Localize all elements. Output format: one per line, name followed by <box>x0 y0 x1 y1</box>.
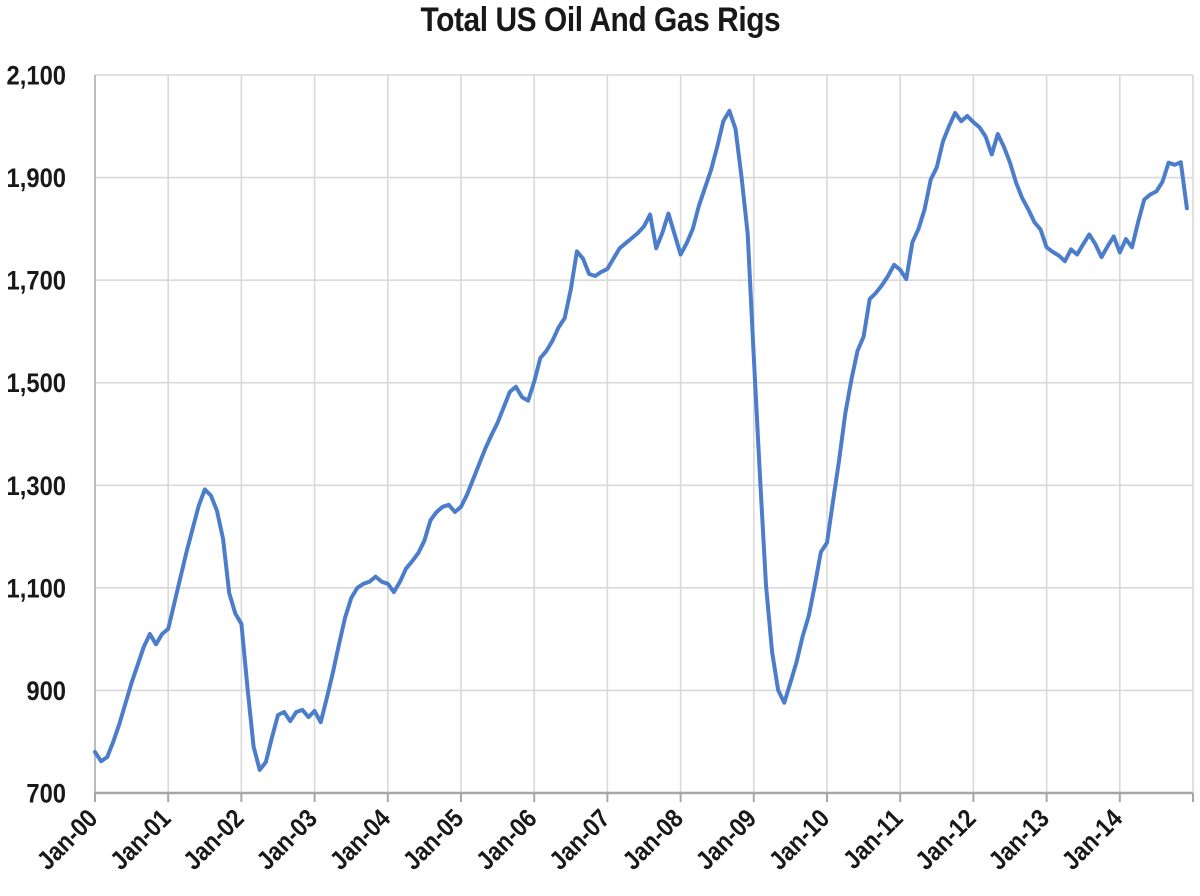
y-tick-label: 1,900 <box>7 164 66 194</box>
y-tick-label: 1,100 <box>7 574 66 604</box>
x-tick-label: Jan-13 <box>984 804 1055 875</box>
x-tick-label: Jan-03 <box>252 804 323 875</box>
x-tick-label: Jan-11 <box>838 804 909 875</box>
y-tick-label: 900 <box>26 677 66 707</box>
rig-count-line <box>93 108 1189 772</box>
y-tick-label: 2,100 <box>7 61 66 91</box>
x-tick-label: Jan-07 <box>544 804 615 875</box>
x-tick-label: Jan-00 <box>32 804 103 875</box>
x-tick-label: Jan-01 <box>105 804 176 875</box>
x-tick-label: Jan-10 <box>764 804 835 875</box>
x-tick-label: Jan-05 <box>398 804 469 875</box>
x-tick-label: Jan-06 <box>471 804 542 875</box>
chart-header: Total US Oil And Gas Rigs <box>0 1 1200 40</box>
y-tick-label: 700 <box>26 779 66 809</box>
x-tick-label: Jan-02 <box>178 804 249 875</box>
x-tick-label: Jan-08 <box>618 804 689 875</box>
x-tick-label: Jan-04 <box>325 804 397 876</box>
x-tick-label: Jan-14 <box>1057 804 1129 876</box>
y-tick-label: 1,700 <box>7 266 66 296</box>
x-tick-label: Jan-12 <box>910 804 981 875</box>
chart-title: Total US Oil And Gas Rigs <box>420 1 780 39</box>
y-tick-label: 1,500 <box>7 369 66 399</box>
y-tick-label: 1,300 <box>7 471 66 501</box>
x-tick-label: Jan-09 <box>691 804 762 875</box>
